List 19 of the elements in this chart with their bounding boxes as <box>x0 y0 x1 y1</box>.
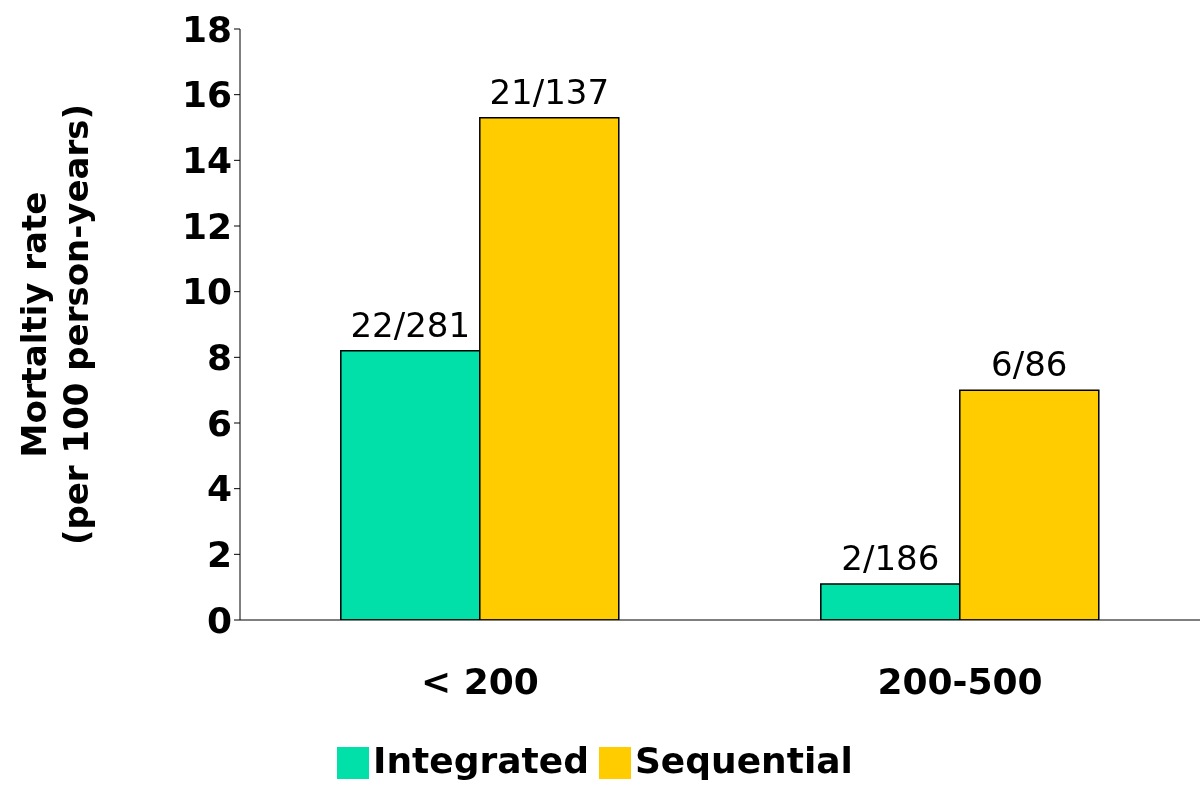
data-label: 21/137 <box>489 71 610 112</box>
y-tick-label: 8 <box>206 337 232 379</box>
y-tick-label: 10 <box>181 271 232 313</box>
y-tick-label: 6 <box>206 402 232 444</box>
x-tick-label: 200-500 <box>877 660 1043 702</box>
y-tick-label: 16 <box>181 74 232 116</box>
y-tick-label: 4 <box>206 468 232 510</box>
data-label: 22/281 <box>350 304 471 345</box>
y-axis-title: Mortaltiy rate (per 100 person-years) <box>14 103 96 546</box>
y-tick-label: 2 <box>206 534 232 576</box>
y-tick-label: 0 <box>206 599 232 641</box>
data-label: 2/186 <box>841 537 940 578</box>
legend-label: Integrated <box>373 740 589 781</box>
y-tick-label: 12 <box>181 205 232 247</box>
y-tick-label: 18 <box>181 8 232 50</box>
data-label: 6/86 <box>991 344 1068 385</box>
y-tick-label: 14 <box>181 140 232 182</box>
x-tick-label: < 200 <box>421 660 539 702</box>
legend-label: Sequential <box>634 740 853 781</box>
